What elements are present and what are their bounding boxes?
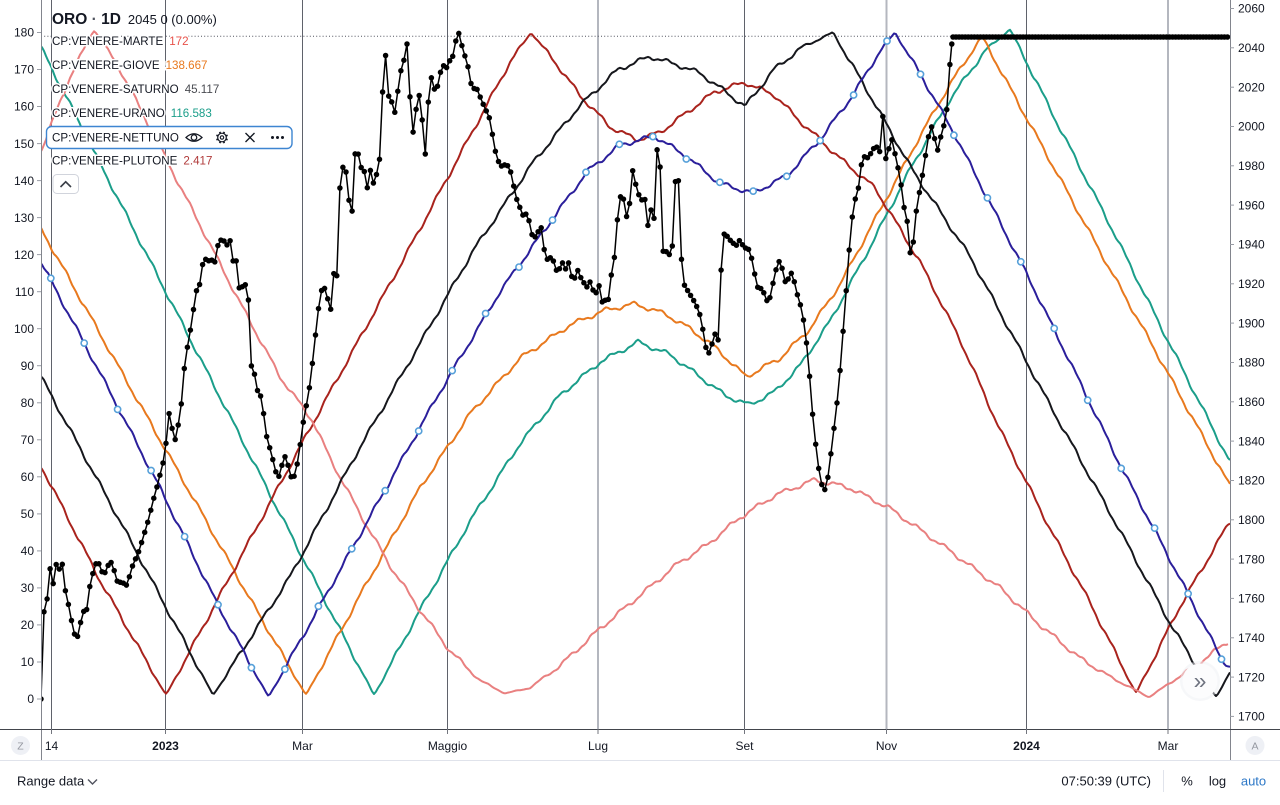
svg-text:1760: 1760 xyxy=(1238,592,1265,606)
svg-text:Maggio: Maggio xyxy=(428,739,468,753)
svg-text:1980: 1980 xyxy=(1238,159,1265,173)
svg-text:180: 180 xyxy=(14,26,34,40)
svg-text:Mar: Mar xyxy=(1158,739,1179,753)
svg-text:0: 0 xyxy=(27,692,34,706)
svg-text:Lug: Lug xyxy=(588,739,608,753)
svg-text:2000: 2000 xyxy=(1238,120,1265,134)
svg-text:10: 10 xyxy=(21,655,35,669)
svg-text:170: 170 xyxy=(14,63,34,77)
svg-text:140: 140 xyxy=(14,174,34,188)
svg-text:20: 20 xyxy=(21,618,35,632)
svg-text:100: 100 xyxy=(14,322,34,336)
svg-text:110: 110 xyxy=(15,285,34,299)
svg-text:log: log xyxy=(1209,774,1226,789)
svg-text:CP:VENERE-NETTUNO: CP:VENERE-NETTUNO xyxy=(52,132,179,145)
svg-text:160: 160 xyxy=(14,100,34,114)
svg-text:1960: 1960 xyxy=(1238,198,1265,212)
svg-text:1820: 1820 xyxy=(1238,474,1265,488)
svg-text:1720: 1720 xyxy=(1238,670,1265,684)
svg-text:70: 70 xyxy=(21,433,35,447)
svg-text:2060: 2060 xyxy=(1238,2,1265,16)
svg-text:Z: Z xyxy=(17,741,24,753)
svg-text:1940: 1940 xyxy=(1238,238,1265,252)
svg-text:1780: 1780 xyxy=(1238,552,1265,566)
svg-text:1920: 1920 xyxy=(1238,277,1265,291)
svg-text:60: 60 xyxy=(21,470,35,484)
svg-text:1840: 1840 xyxy=(1238,434,1265,448)
svg-text:2040: 2040 xyxy=(1238,41,1265,55)
svg-text:130: 130 xyxy=(14,211,34,225)
svg-text:2020: 2020 xyxy=(1238,80,1265,94)
svg-text:1860: 1860 xyxy=(1238,395,1265,409)
svg-text:Mar: Mar xyxy=(292,739,313,753)
svg-text:50: 50 xyxy=(21,507,35,521)
svg-text:Nov: Nov xyxy=(876,739,897,753)
svg-text:Range data: Range data xyxy=(17,774,85,789)
svg-text:1700: 1700 xyxy=(1238,710,1265,724)
svg-text:A: A xyxy=(1251,741,1258,753)
svg-text:1740: 1740 xyxy=(1238,631,1265,645)
svg-text:Set: Set xyxy=(735,739,754,753)
svg-text:»: » xyxy=(1194,668,1207,694)
svg-text:%: % xyxy=(1181,774,1193,789)
svg-text:90: 90 xyxy=(21,359,35,373)
svg-text:1880: 1880 xyxy=(1238,356,1265,370)
svg-text:120: 120 xyxy=(14,248,34,262)
svg-text:1800: 1800 xyxy=(1238,513,1265,527)
svg-text:auto: auto xyxy=(1241,774,1266,789)
svg-text:40: 40 xyxy=(21,544,35,558)
svg-text:1900: 1900 xyxy=(1238,316,1265,330)
svg-text:2024: 2024 xyxy=(1013,739,1040,753)
svg-text:30: 30 xyxy=(21,581,35,595)
svg-text:2023: 2023 xyxy=(152,739,179,753)
svg-text:80: 80 xyxy=(21,396,35,410)
svg-text:14: 14 xyxy=(45,739,59,753)
svg-text:150: 150 xyxy=(14,137,34,151)
svg-text:07:50:39 (UTC): 07:50:39 (UTC) xyxy=(1061,774,1151,789)
